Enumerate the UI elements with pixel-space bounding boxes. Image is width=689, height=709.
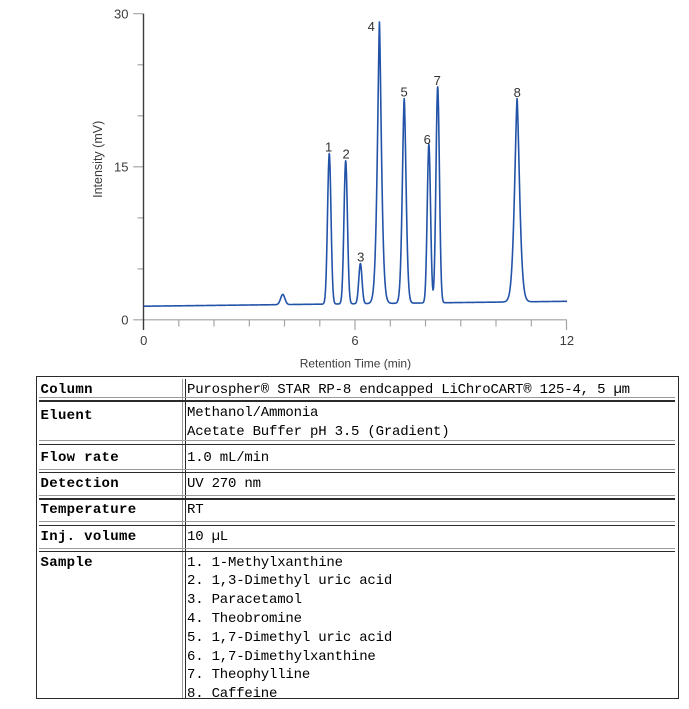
svg-text:2: 2 [342, 147, 349, 162]
svg-text:30: 30 [114, 6, 128, 21]
svg-text:1: 1 [325, 140, 332, 155]
svg-text:12: 12 [560, 333, 574, 348]
svg-text:0: 0 [121, 313, 128, 328]
svg-text:0: 0 [140, 333, 147, 348]
svg-text:6: 6 [351, 333, 358, 348]
svg-text:7: 7 [434, 73, 441, 88]
svg-text:5: 5 [400, 85, 407, 100]
svg-text:3: 3 [357, 250, 364, 265]
svg-text:Retention Time (min): Retention Time (min) [300, 356, 411, 370]
svg-text:6: 6 [424, 132, 431, 147]
svg-text:Intensity (mV): Intensity (mV) [91, 121, 105, 198]
svg-text:4: 4 [368, 19, 375, 34]
svg-text:8: 8 [514, 85, 521, 100]
svg-text:15: 15 [114, 160, 128, 175]
